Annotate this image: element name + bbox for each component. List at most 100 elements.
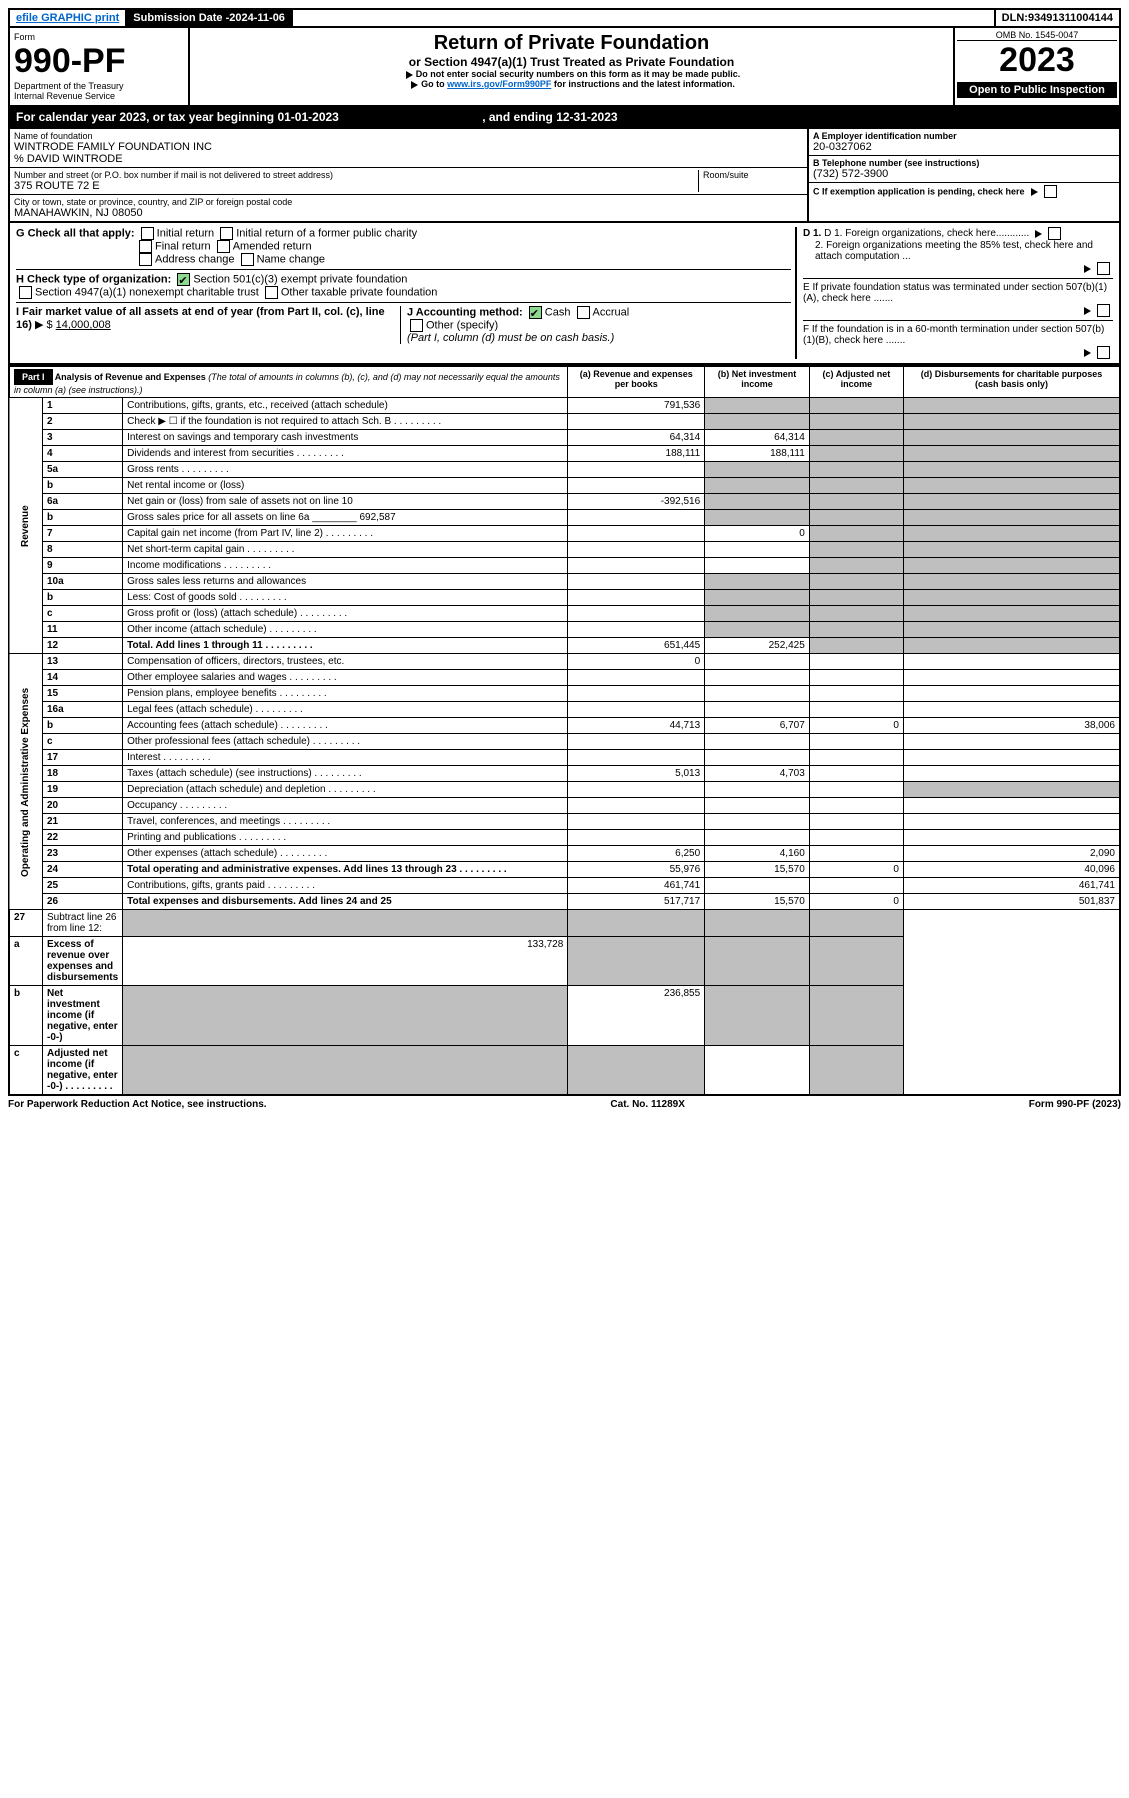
page-footer: For Paperwork Reduction Act Notice, see … <box>8 1096 1121 1113</box>
checkbox-d1[interactable] <box>1048 227 1061 240</box>
checkbox-address[interactable] <box>139 253 152 266</box>
table-row: 22Printing and publications <box>9 830 1120 846</box>
value-cell <box>568 1046 705 1096</box>
table-row: 11Other income (attach schedule) <box>9 622 1120 638</box>
col-b-header: (b) Net investment income <box>705 366 810 398</box>
triangle-icon <box>1084 307 1091 315</box>
value-cell <box>705 606 810 622</box>
checkbox-4947[interactable] <box>19 286 32 299</box>
value-cell <box>809 937 903 986</box>
value-cell <box>705 878 810 894</box>
g-amended: Amended return <box>233 240 312 252</box>
value-cell: 15,570 <box>705 862 810 878</box>
value-cell: 64,314 <box>705 430 810 446</box>
form-header: Form 990-PF Department of the Treasury I… <box>8 28 1121 107</box>
value-cell: 0 <box>568 654 705 670</box>
g-final: Final return <box>155 240 211 252</box>
fmv-value: 14,000,008 <box>56 319 111 331</box>
table-row: 7Capital gain net income (from Part IV, … <box>9 526 1120 542</box>
value-cell <box>809 1046 903 1096</box>
line-desc: Gross profit or (loss) (attach schedule) <box>123 606 568 622</box>
checkbox-c[interactable] <box>1044 185 1057 198</box>
checkbox-accrual[interactable] <box>577 306 590 319</box>
value-cell <box>705 414 810 430</box>
line-desc: Adjusted net income (if negative, enter … <box>43 1046 123 1096</box>
triangle-icon <box>406 71 413 79</box>
value-cell: 38,006 <box>903 718 1120 734</box>
checkbox-other-tax[interactable] <box>265 286 278 299</box>
foundation-name: WINTRODE FAMILY FOUNDATION INC <box>14 141 803 153</box>
value-cell <box>705 590 810 606</box>
value-cell <box>705 734 810 750</box>
checkbox-final[interactable] <box>139 240 152 253</box>
checkbox-cash[interactable]: ✔ <box>529 306 542 319</box>
triangle-icon <box>1084 349 1091 357</box>
line-number: 1 <box>43 398 123 414</box>
checkbox-f[interactable] <box>1097 346 1110 359</box>
line-desc: Legal fees (attach schedule) <box>123 702 568 718</box>
city-state-zip: MANAHAWKIN, NJ 08050 <box>14 207 803 219</box>
line-number: c <box>43 734 123 750</box>
checkbox-other-acct[interactable] <box>410 319 423 332</box>
room-label: Room/suite <box>703 170 803 180</box>
line-desc: Gross sales less returns and allowances <box>123 574 568 590</box>
value-cell <box>568 462 705 478</box>
j-other: Other (specify) <box>426 319 498 331</box>
line-desc: Other professional fees (attach schedule… <box>123 734 568 750</box>
submission-date: 2024-11-06 <box>229 12 285 24</box>
value-cell <box>809 574 903 590</box>
d2-text: 2. Foreign organizations meeting the 85%… <box>803 240 1113 262</box>
irs-link[interactable]: www.irs.gov/Form990PF <box>447 79 551 89</box>
col-a-header: (a) Revenue and expenses per books <box>568 366 705 398</box>
value-cell <box>809 542 903 558</box>
value-cell <box>568 937 705 986</box>
value-cell: 4,160 <box>705 846 810 862</box>
line-number: 10a <box>43 574 123 590</box>
line-number: 6a <box>43 494 123 510</box>
line-desc: Net investment income (if negative, ente… <box>43 986 123 1046</box>
value-cell <box>809 686 903 702</box>
value-cell <box>568 782 705 798</box>
line-number: 7 <box>43 526 123 542</box>
value-cell: 461,741 <box>903 878 1120 894</box>
line-number: 18 <box>43 766 123 782</box>
checkbox-d2[interactable] <box>1097 262 1110 275</box>
e-text: E If private foundation status was termi… <box>803 278 1113 304</box>
value-cell <box>568 910 705 937</box>
value-cell <box>568 750 705 766</box>
line-number: 25 <box>43 878 123 894</box>
table-row: 2Check ▶ ☐ if the foundation is not requ… <box>9 414 1120 430</box>
line-number: b <box>43 478 123 494</box>
line-desc: Total. Add lines 1 through 11 <box>123 638 568 654</box>
line-number: 19 <box>43 782 123 798</box>
part1-title: Analysis of Revenue and Expenses <box>55 372 206 382</box>
value-cell <box>809 526 903 542</box>
value-cell <box>568 590 705 606</box>
value-cell: 44,713 <box>568 718 705 734</box>
checkbox-e[interactable] <box>1097 304 1110 317</box>
value-cell <box>903 814 1120 830</box>
value-cell <box>705 654 810 670</box>
checkbox-amended[interactable] <box>217 240 230 253</box>
checkbox-initial-former[interactable] <box>220 227 233 240</box>
efile-link[interactable]: efile GRAPHIC print <box>16 12 119 24</box>
checkbox-501c3[interactable]: ✔ <box>177 273 190 286</box>
value-cell <box>568 622 705 638</box>
value-cell: 4,703 <box>705 766 810 782</box>
checkbox-name[interactable] <box>241 253 254 266</box>
line-number: 9 <box>43 558 123 574</box>
table-row: bNet rental income or (loss) <box>9 478 1120 494</box>
value-cell <box>705 478 810 494</box>
checkbox-initial[interactable] <box>141 227 154 240</box>
line-desc: Travel, conferences, and meetings <box>123 814 568 830</box>
value-cell <box>809 430 903 446</box>
col-d-header: (d) Disbursements for charitable purpose… <box>903 366 1120 398</box>
line-desc: Depreciation (attach schedule) and deple… <box>123 782 568 798</box>
value-cell <box>809 478 903 494</box>
line-desc: Excess of revenue over expenses and disb… <box>43 937 123 986</box>
line-desc: Net gain or (loss) from sale of assets n… <box>123 494 568 510</box>
tax-year: 2023 <box>957 41 1117 80</box>
table-row: 23Other expenses (attach schedule)6,2504… <box>9 846 1120 862</box>
revenue-section-label: Revenue <box>9 398 43 654</box>
i-prefix: ▶ $ <box>35 319 53 331</box>
